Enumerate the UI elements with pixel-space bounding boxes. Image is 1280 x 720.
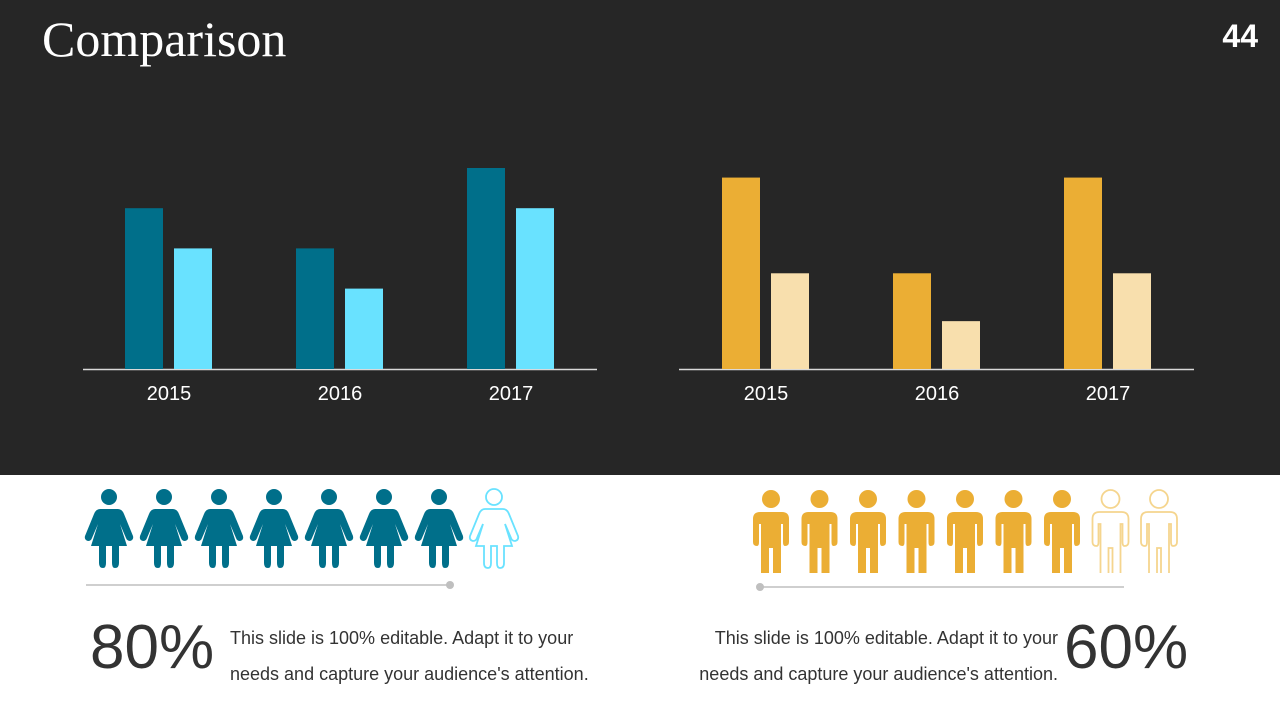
left-bar-chart: 2015 2016 2017	[83, 168, 597, 405]
female-people-row	[84, 488, 520, 569]
chart-2-tick-2015: 2015	[744, 383, 789, 405]
chart-2-bar-2016-s1	[893, 273, 931, 369]
left-description: This slide is 100% editable. Adapt it to…	[230, 620, 630, 692]
chart-2-tick-2017: 2017	[1086, 383, 1131, 405]
chart-1-bar-2017-s2	[516, 208, 554, 369]
right-description-line2: needs and capture your audience's attent…	[699, 664, 1058, 684]
chart-1-bar-2015-s2	[174, 248, 212, 369]
left-progress-dot	[446, 581, 454, 589]
right-progress-dot	[756, 583, 764, 591]
chart-1-tick-2017: 2017	[489, 383, 534, 405]
filled-female-person-icon	[414, 489, 464, 568]
filled-male-person-icon	[850, 490, 886, 573]
outline-male-person-icon	[1140, 489, 1178, 573]
right-description-line1: This slide is 100% editable. Adapt it to…	[714, 628, 1058, 648]
chart-2-bar-2017-s2	[1113, 273, 1151, 369]
filled-male-person-icon	[947, 490, 983, 573]
filled-female-person-icon	[139, 489, 189, 568]
chart-2-bar-2015-s1	[722, 177, 760, 369]
chart-2-bar-2017-s1	[1064, 177, 1102, 369]
filled-male-person-icon	[1044, 490, 1080, 573]
filled-female-person-icon	[359, 489, 409, 568]
filled-male-person-icon	[898, 490, 935, 573]
page-number: 44	[1222, 18, 1258, 54]
left-description-line2: needs and capture your audience's attent…	[230, 664, 589, 684]
right-percent: 60%	[1064, 613, 1189, 682]
outline-male-person-icon	[1091, 489, 1130, 573]
filled-female-person-icon	[249, 489, 299, 568]
male-people-row	[753, 489, 1178, 573]
slide-title: Comparison	[42, 11, 287, 67]
right-description: This slide is 100% editable. Adapt it to…	[658, 620, 1058, 692]
chart-1-bar-2016-s2	[345, 288, 383, 369]
chart-2-tick-2016: 2016	[915, 383, 960, 405]
filled-female-person-icon	[84, 489, 134, 568]
chart-1-bar-2016-s1	[296, 248, 334, 369]
left-percent: 80%	[90, 613, 215, 682]
filled-female-person-icon	[304, 489, 354, 568]
chart-1-bar-2017-s1	[467, 168, 505, 369]
left-description-line1: This slide is 100% editable. Adapt it to…	[230, 628, 574, 648]
chart-1-bar-2015-s1	[125, 208, 163, 369]
filled-male-person-icon	[753, 490, 789, 573]
chart-2-bar-2016-s2	[942, 321, 980, 369]
filled-male-person-icon	[801, 490, 838, 573]
filled-male-person-icon	[995, 490, 1032, 573]
chart-1-tick-2016: 2016	[318, 383, 363, 405]
chart-1-tick-2015: 2015	[147, 383, 192, 405]
chart-2-bar-2015-s2	[771, 273, 809, 369]
outline-female-person-icon	[468, 488, 520, 569]
filled-female-person-icon	[194, 489, 244, 568]
right-bar-chart: 2015 2016 2017	[679, 177, 1194, 405]
progress-lines	[86, 581, 1124, 591]
